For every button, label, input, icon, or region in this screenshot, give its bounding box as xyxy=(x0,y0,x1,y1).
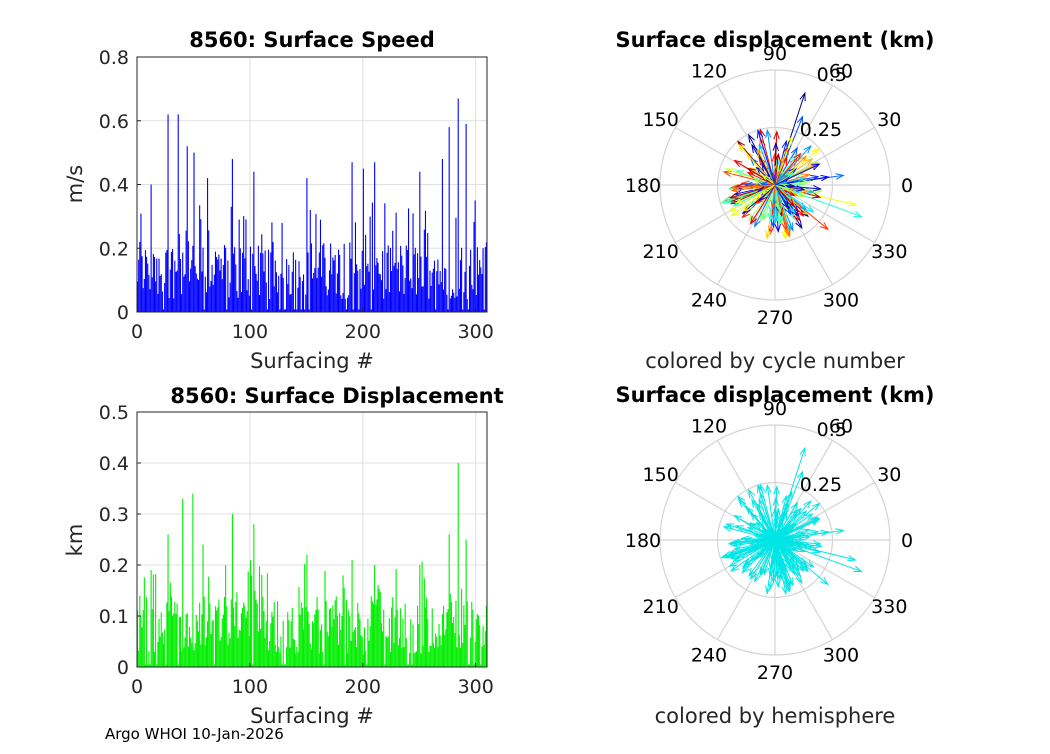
x-tick-label: 100 xyxy=(232,321,268,343)
radial-label: 0.25 xyxy=(800,474,842,496)
angle-label: 30 xyxy=(877,109,901,131)
x-tick-label: 300 xyxy=(458,321,494,343)
x-tick-label: 200 xyxy=(345,321,381,343)
angle-label: 180 xyxy=(625,175,661,197)
y-tick-label: 0.4 xyxy=(99,453,129,475)
angle-label: 150 xyxy=(643,109,679,131)
x-tick-label: 0 xyxy=(131,676,143,698)
x-tick-label: 200 xyxy=(345,676,381,698)
angle-label: 0 xyxy=(901,175,913,197)
y-tick-label: 0.6 xyxy=(99,111,129,133)
y-tick-label: 0.4 xyxy=(99,175,129,197)
radial-label: 0.25 xyxy=(800,119,842,141)
x-tick-label: 100 xyxy=(232,676,268,698)
angle-label: 240 xyxy=(691,289,727,311)
chart-title: 8560: Surface Displacement xyxy=(170,384,503,408)
y-tick-label: 0.8 xyxy=(99,47,129,69)
radial-label: 0.5 xyxy=(817,419,847,441)
chart-title: 8560: Surface Speed xyxy=(189,28,435,52)
x-axis-label: Surfacing # xyxy=(250,349,374,373)
polar-title: Surface displacement (km) xyxy=(615,28,934,52)
angle-label: 210 xyxy=(643,596,679,618)
angle-label: 150 xyxy=(643,464,679,486)
displacement-vectors xyxy=(722,93,862,239)
y-tick-label: 0.1 xyxy=(99,606,129,628)
polar-subtitle: colored by hemisphere xyxy=(655,704,896,728)
angle-label: 0 xyxy=(901,530,913,552)
surface-speed-chart: 0 100 200 300 0 0.2 0.4 0.6 0.8 8560: Surface Sp… xyxy=(63,28,494,373)
angle-label: 300 xyxy=(823,289,859,311)
y-tick-label: 0.2 xyxy=(99,238,129,260)
angle-label: 330 xyxy=(871,241,907,263)
footer-credit: Argo WHOI 10-Jan-2026 xyxy=(105,725,284,743)
angle-label: 300 xyxy=(823,644,859,666)
angle-label: 330 xyxy=(871,596,907,618)
angle-label: 120 xyxy=(691,61,727,83)
angle-label: 270 xyxy=(757,662,793,684)
y-tick-label: 0.3 xyxy=(99,504,129,526)
surface-displacement-chart: 0 100 200 300 0 0.1 0.2 0.3 0.4 0.5 8560: Surface… xyxy=(63,384,504,728)
displacement-vectors xyxy=(722,448,862,594)
y-tick-label: 0.5 xyxy=(99,402,129,424)
y-tick-label: 0 xyxy=(117,302,129,324)
x-tick-label: 300 xyxy=(458,676,494,698)
y-axis-label: km xyxy=(63,524,87,557)
arrow-head xyxy=(749,135,755,143)
y-axis-label: m/s xyxy=(63,165,87,203)
angle-label: 240 xyxy=(691,644,727,666)
polar-subtitle: colored by cycle number xyxy=(645,349,905,373)
radial-label: 0.5 xyxy=(817,64,847,86)
angle-label: 120 xyxy=(691,416,727,438)
angle-label: 180 xyxy=(625,530,661,552)
x-tick-label: 0 xyxy=(131,321,143,343)
y-tick-label: 0.2 xyxy=(99,555,129,577)
angle-label: 30 xyxy=(877,464,901,486)
arrow-head xyxy=(749,490,755,498)
angle-label: 210 xyxy=(643,241,679,263)
polar-title: Surface displacement (km) xyxy=(615,383,934,407)
y-tick-label: 0 xyxy=(117,657,129,679)
angle-label: 270 xyxy=(757,307,793,329)
